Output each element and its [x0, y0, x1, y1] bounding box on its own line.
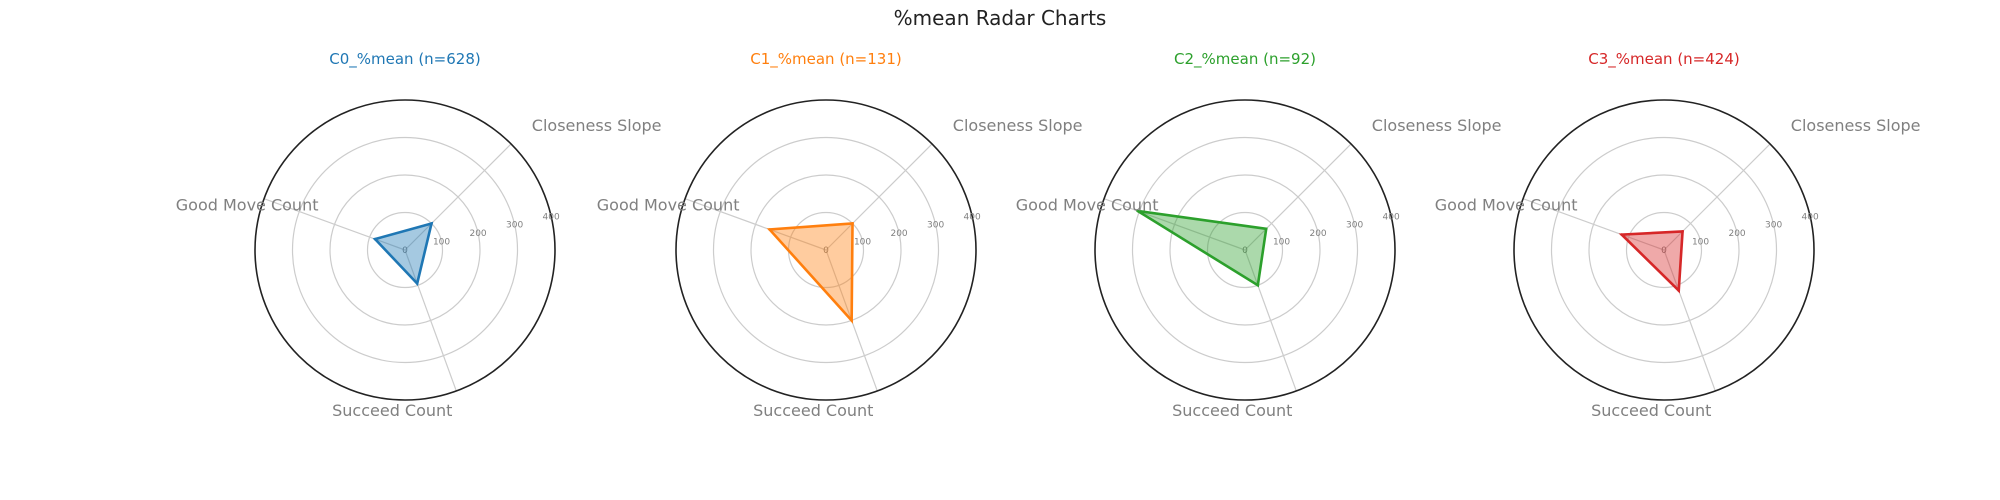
radial-tick-label: 300 [506, 221, 523, 231]
radial-tick-label: 300 [927, 221, 944, 231]
grid-ring [750, 174, 902, 326]
outer-ring [1513, 99, 1815, 401]
radial-tick-label: 400 [1802, 212, 1819, 222]
radial-tick-label: 300 [1765, 221, 1782, 231]
grid-ring [329, 174, 481, 326]
figure-title: %mean Radar Charts [894, 6, 1107, 30]
data-polygon [1136, 209, 1268, 288]
grid-ring [712, 136, 940, 364]
radial-tick-label: 0 [823, 246, 829, 256]
grid-ring [1588, 174, 1740, 326]
grid-ring [1625, 211, 1703, 289]
data-point [373, 237, 377, 241]
axis-spoke [1103, 198, 1246, 251]
data-point [1620, 233, 1624, 236]
radial-tick-label: 0 [1242, 246, 1248, 256]
data-point [1136, 209, 1139, 213]
axis-label: Succeed Count [1591, 401, 1711, 420]
radial-tick-label: 400 [543, 212, 560, 222]
data-point [768, 228, 771, 231]
data-point [1256, 283, 1260, 287]
chart-title: C1_%mean (n=131) [750, 50, 902, 69]
radar-chart-3: C3_%mean (n=424) 0 100 200 300 400 Closeness S… [1435, 50, 1921, 420]
outer-ring [1094, 99, 1396, 401]
chart-title: C0_%mean (n=628) [329, 50, 481, 69]
data-polygon [766, 222, 854, 324]
outer-ring [675, 99, 977, 401]
axis-label: Closeness Slope [1372, 116, 1502, 135]
grid-ring [1169, 174, 1321, 326]
data-point [851, 222, 854, 225]
axis-spoke [1663, 249, 1716, 392]
outer-ring [254, 99, 556, 401]
grid-ring [1131, 136, 1359, 364]
axis-label: Good Move Count [1435, 196, 1578, 215]
grid-ring [1206, 211, 1284, 289]
axis-label: Good Move Count [1016, 196, 1159, 215]
axis-spoke [684, 198, 827, 251]
axis-spoke [404, 249, 457, 392]
axis-spoke [1244, 249, 1297, 392]
radial-tick-label: 400 [964, 212, 981, 222]
radial-tick-label: 100 [1692, 238, 1709, 248]
data-polygon [1618, 230, 1684, 294]
radar-chart-0: C0_%mean (n=628) 0 100 200 300 400 Closeness S… [176, 50, 662, 420]
radial-tick-label: 200 [469, 229, 486, 239]
axis-spoke [1522, 198, 1665, 251]
axis-spoke [404, 143, 512, 251]
axis-label: Good Move Count [176, 196, 319, 215]
data-point [1264, 227, 1268, 231]
grid-ring [1550, 136, 1778, 364]
radial-tick-label: 100 [433, 238, 450, 248]
data-polygon [372, 221, 434, 287]
axis-spoke [825, 143, 933, 251]
grid-ring [291, 136, 519, 364]
radial-tick-label: 200 [1728, 229, 1745, 239]
radial-tick-label: 200 [1309, 229, 1326, 239]
data-point [415, 282, 419, 285]
data-point [1677, 289, 1681, 292]
radial-tick-label: 0 [1661, 246, 1667, 256]
radial-tick-label: 300 [1346, 221, 1363, 231]
grid-ring [366, 211, 444, 289]
axis-label: Succeed Count [1172, 401, 1292, 420]
axis-spoke [263, 198, 406, 251]
chart-title: C2_%mean (n=92) [1174, 50, 1316, 69]
radial-tick-label: 0 [402, 246, 408, 256]
axis-label: Good Move Count [597, 196, 740, 215]
axis-label: Closeness Slope [953, 116, 1083, 135]
axis-label: Closeness Slope [1791, 116, 1921, 135]
radial-tick-label: 100 [854, 238, 871, 248]
axis-label: Closeness Slope [532, 116, 662, 135]
data-point [430, 222, 433, 225]
radar-chart-1: C1_%mean (n=131) 0 100 200 300 400 Closeness S… [597, 50, 1083, 420]
axis-label: Succeed Count [332, 401, 452, 420]
radar-chart-2: C2_%mean (n=92) 0 100 200 300 400 Closeness Sl… [1016, 50, 1502, 420]
axis-spoke [1244, 143, 1352, 251]
chart-title: C3_%mean (n=424) [1588, 50, 1740, 69]
radial-tick-label: 400 [1383, 212, 1400, 222]
data-point [850, 319, 853, 322]
radial-tick-label: 100 [1273, 238, 1290, 248]
radial-tick-label: 200 [890, 229, 907, 239]
axis-label: Succeed Count [753, 401, 873, 420]
data-point [1681, 230, 1684, 233]
